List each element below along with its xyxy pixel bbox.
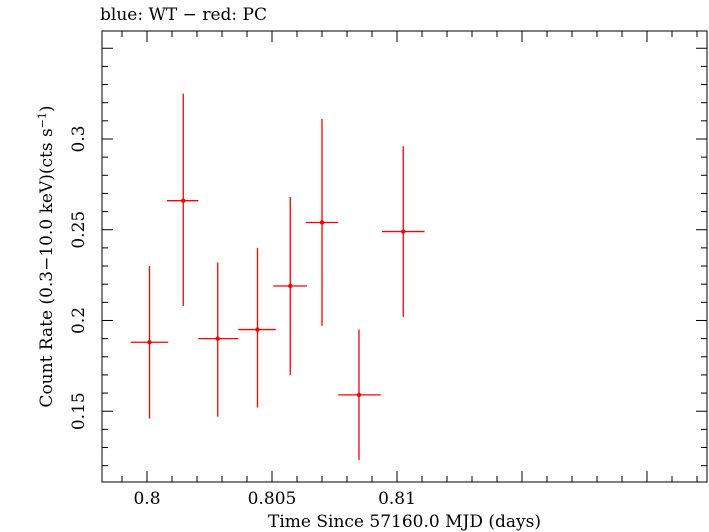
data-point (305, 119, 339, 326)
y-axis-title-sup: −1 (36, 112, 49, 128)
y-axis-title: Count Rate (0.3−10.0 keV)(cts s−1) (36, 105, 57, 407)
x-tick-label: 0.805 (248, 489, 297, 509)
y-axis-title-end: ) (37, 105, 57, 112)
y-tick-label: 0.25 (69, 211, 89, 249)
point-marker (356, 392, 362, 398)
x-axis-title: Time Since 57160.0 MJD (days) (268, 512, 541, 532)
plot-frame (101, 30, 708, 483)
data-point (198, 262, 239, 417)
x-tick-label: 0.8 (133, 489, 160, 509)
point-marker (181, 198, 186, 203)
data-point (238, 247, 276, 408)
axis-ticks (102, 31, 707, 482)
data-point (273, 197, 307, 375)
chart-title: blue: WT − red: PC (100, 5, 267, 25)
x-tick-label: 0.81 (378, 489, 416, 509)
data-point (167, 93, 199, 306)
point-marker (288, 283, 293, 289)
y-axis-title-main: Count Rate (0.3−10.0 keV)(cts s (37, 128, 57, 407)
data-marks (130, 93, 425, 461)
point-marker (401, 229, 406, 234)
y-tick-label: 0.3 (69, 125, 89, 152)
y-tick-label: 0.2 (69, 307, 89, 334)
point-marker (255, 327, 260, 332)
y-tick-label: 0.15 (69, 392, 89, 430)
data-point (130, 266, 169, 419)
data-point (338, 329, 381, 461)
point-marker (147, 340, 152, 345)
point-marker (319, 220, 325, 225)
axis-tick-labels: 0.8 0.805 0.81 0.15 0.2 0.25 0.3 (69, 125, 416, 509)
data-point (382, 146, 425, 317)
point-marker (215, 336, 220, 341)
